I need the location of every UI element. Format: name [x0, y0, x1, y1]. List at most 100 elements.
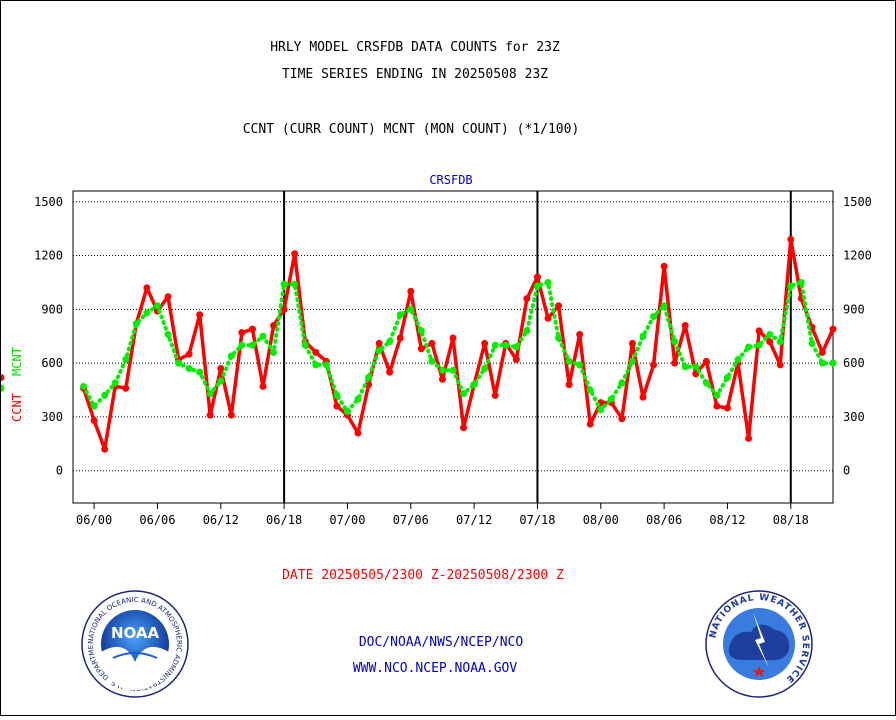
- org-label: DOC/NOAA/NWS/NCEP/NCO: [359, 635, 524, 650]
- noaa-logo-text: NOAA: [111, 624, 160, 642]
- data-point-mcnt: [132, 320, 140, 328]
- y-tick-label-left: 0: [56, 464, 63, 478]
- y-tick-label-right: 1500: [843, 195, 872, 209]
- data-point-mcnt: [745, 343, 753, 351]
- y-axis-label: CCNT MCNT: [10, 347, 24, 422]
- data-point-mcnt: [291, 280, 299, 288]
- x-tick-label: 08/12: [709, 513, 745, 527]
- data-point-mcnt: [280, 280, 288, 288]
- data-point-ccnt: [386, 368, 394, 376]
- data-point-ccnt: [639, 393, 647, 401]
- data-point-mcnt: [196, 368, 204, 376]
- noaa-logo: NATIONAL OCEANIC AND ATMOSPHERIC ADMINIS…: [81, 590, 189, 698]
- data-point-mcnt: [238, 341, 246, 349]
- data-point-mcnt: [639, 332, 647, 340]
- data-point-ccnt: [428, 339, 436, 347]
- y-tick-label-left: 1500: [34, 195, 63, 209]
- data-point-ccnt: [460, 424, 468, 432]
- data-point-mcnt: [586, 386, 594, 394]
- data-point-ccnt: [544, 314, 552, 322]
- data-point-mcnt: [101, 391, 109, 399]
- data-point-mcnt: [428, 357, 436, 365]
- data-point-mcnt: [523, 327, 531, 335]
- date-range-label: DATE 20250505/2300 Z-20250508/2300 Z: [282, 568, 564, 583]
- x-tick-label: 08/06: [646, 513, 682, 527]
- data-point-mcnt: [438, 366, 446, 374]
- data-point-ccnt: [628, 339, 636, 347]
- data-point-ccnt: [122, 384, 130, 392]
- data-point-mcnt: [164, 330, 172, 338]
- data-point-ccnt: [259, 382, 267, 390]
- data-point-mcnt: [533, 282, 541, 290]
- plot-area: 0 0 300 300 600 600 900 900 1200 1200 1500 1500 06/0…: [0, 190, 872, 527]
- data-point-ccnt: [396, 334, 404, 342]
- data-point-ccnt: [481, 339, 489, 347]
- data-point-ccnt: [227, 411, 235, 419]
- data-point-mcnt: [797, 278, 805, 286]
- data-point-mcnt: [111, 379, 119, 387]
- data-point-ccnt: [238, 329, 246, 337]
- data-point-mcnt: [713, 391, 721, 399]
- chart-subtitle: CCNT (CURR COUNT) MCNT (MON COUNT) (*1/1…: [243, 122, 580, 137]
- data-point-ccnt: [333, 402, 341, 410]
- data-point-mcnt: [143, 309, 151, 317]
- y-tick-label-left: 300: [41, 410, 63, 424]
- data-point-mcnt: [333, 391, 341, 399]
- nws-logo: NATIONAL WEATHER SERVICE: [705, 590, 813, 698]
- data-point-ccnt: [0, 373, 5, 381]
- data-point-mcnt: [628, 357, 636, 365]
- y-tick-label-right: 600: [843, 356, 865, 370]
- x-tick-label: 08/00: [583, 513, 619, 527]
- data-point-ccnt: [533, 273, 541, 281]
- data-point-ccnt: [196, 311, 204, 319]
- y-tick-label-left: 600: [41, 356, 63, 370]
- data-point-mcnt: [90, 402, 98, 410]
- data-point-mcnt: [312, 361, 320, 369]
- data-point-mcnt: [502, 341, 510, 349]
- data-point-ccnt: [660, 262, 668, 270]
- data-point-mcnt: [227, 352, 235, 360]
- data-point-mcnt: [185, 365, 193, 373]
- data-point-mcnt: [734, 356, 742, 364]
- data-point-ccnt: [375, 339, 383, 347]
- data-point-mcnt: [650, 313, 658, 321]
- data-point-mcnt: [512, 343, 520, 351]
- data-point-ccnt: [217, 365, 225, 373]
- y-tick-label-right: 300: [843, 410, 865, 424]
- data-point-ccnt: [407, 287, 415, 295]
- data-point-mcnt: [153, 302, 161, 310]
- data-point-ccnt: [523, 295, 531, 303]
- data-point-ccnt: [766, 338, 774, 346]
- data-point-mcnt: [217, 377, 225, 385]
- data-point-ccnt: [248, 325, 256, 333]
- data-point-ccnt: [270, 321, 278, 329]
- data-point-mcnt: [449, 366, 457, 374]
- data-point-ccnt: [565, 381, 573, 389]
- data-point-mcnt: [481, 365, 489, 373]
- data-point-mcnt: [776, 338, 784, 346]
- data-point-mcnt: [808, 339, 816, 347]
- data-point-mcnt: [618, 379, 626, 387]
- data-point-mcnt: [375, 347, 383, 355]
- url-label: WWW.NCO.NCEP.NOAA.GOV: [353, 661, 518, 676]
- data-point-ccnt: [555, 302, 563, 310]
- data-point-ccnt: [164, 293, 172, 301]
- data-point-ccnt: [291, 250, 299, 258]
- data-point-ccnt: [618, 415, 626, 423]
- data-point-mcnt: [829, 359, 837, 367]
- y-tick-label-left: 900: [41, 302, 63, 316]
- y-axis-label-ccnt: CCNT: [10, 393, 24, 422]
- y-tick-label-right: 1200: [843, 249, 872, 263]
- data-point-mcnt: [206, 390, 214, 398]
- y-tick-label-right: 900: [843, 302, 865, 316]
- data-point-mcnt: [301, 341, 309, 349]
- x-tick-label: 06/00: [76, 513, 112, 527]
- data-point-ccnt: [576, 330, 584, 338]
- data-point-ccnt: [713, 402, 721, 410]
- data-point-mcnt: [122, 356, 130, 364]
- x-tick-label: 07/06: [393, 513, 429, 527]
- plot-frame: [72, 190, 834, 504]
- x-tick-label: 08/18: [773, 513, 809, 527]
- data-point-mcnt: [755, 341, 763, 349]
